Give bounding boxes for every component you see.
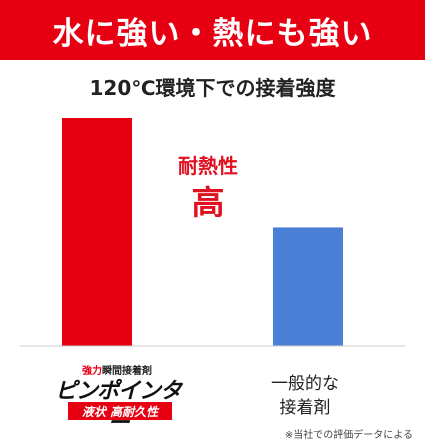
bar-pinpointer bbox=[62, 118, 132, 346]
product-subtitle-rest: 瞬間接着剤 bbox=[102, 366, 152, 377]
generic-label-line2: 接着剤 bbox=[279, 398, 331, 418]
generic-label-line1: 一般的な bbox=[271, 374, 339, 394]
banner-title: 水に強い・熱にも強い bbox=[52, 15, 373, 52]
footnote: ※当社での評価データによる bbox=[284, 430, 413, 441]
bar-generic-adhesive bbox=[273, 227, 343, 346]
annotation-heat-resistance: 耐熱性 bbox=[178, 154, 238, 178]
generic-adhesive-label: 一般的な 接着剤 bbox=[250, 372, 360, 420]
title-banner: 水に強い・熱にも強い bbox=[0, 0, 425, 60]
chart-title: 120℃環境下での接着強度 bbox=[89, 76, 336, 100]
product-subtitle: 強力瞬間接着剤 bbox=[62, 362, 172, 377]
annotation-high: 高 bbox=[191, 183, 225, 222]
product-subtitle-accent: 強力 bbox=[82, 366, 102, 377]
product-tag: 液状 高耐久性 bbox=[68, 402, 172, 420]
